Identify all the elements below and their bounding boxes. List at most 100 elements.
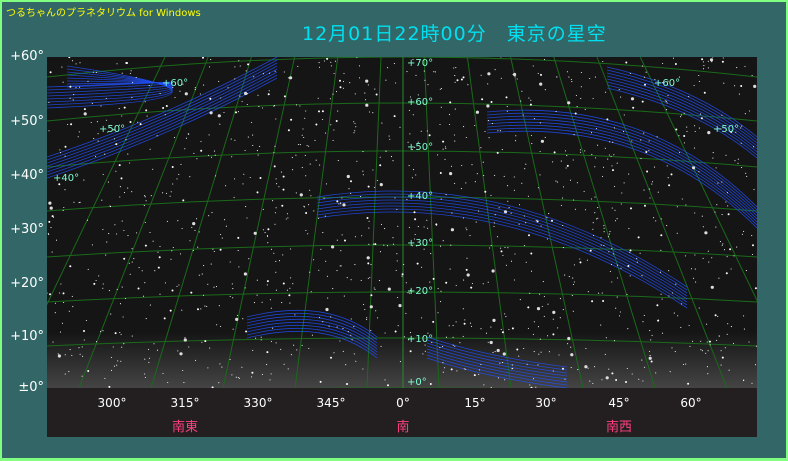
star [411,177,413,179]
star [214,154,216,156]
star [157,266,160,269]
star [327,297,329,299]
star [198,231,200,233]
star [51,215,54,218]
star [623,131,625,133]
star [615,307,617,309]
star [287,129,290,132]
star [261,373,263,375]
star [562,224,564,227]
star [533,351,535,353]
star [702,68,705,70]
star [502,254,504,256]
star [310,291,312,293]
star [68,57,71,59]
star [309,271,311,273]
star [305,229,307,232]
star [196,158,198,160]
star [162,107,165,109]
star [318,269,320,271]
star [467,84,469,86]
star [209,347,211,349]
star [221,366,223,368]
star [234,66,236,68]
star [623,114,625,116]
star [636,261,638,263]
star [62,292,65,295]
star [130,70,132,72]
star [116,364,118,366]
star [616,296,618,298]
star [440,290,442,292]
star [287,217,289,219]
star [121,220,123,222]
star [270,307,272,309]
star [525,261,527,263]
star [133,258,135,260]
star [107,131,109,133]
star [275,178,277,180]
star [649,355,651,357]
star [454,81,456,83]
star [694,212,696,214]
star [702,257,704,259]
star [364,92,366,94]
constellation-line [246,324,378,353]
star [594,196,596,198]
star [523,244,525,247]
sky-view[interactable]: +70° +60° +50° +40° +30° +20° +10° +0° +… [47,57,757,388]
constellation-line [316,193,688,291]
star [523,215,525,217]
star [463,368,465,370]
star [98,275,100,277]
star [674,351,676,353]
star [692,166,696,170]
star [452,336,454,338]
star [273,165,276,168]
star [695,281,697,283]
star [296,349,298,351]
star [421,317,423,319]
star [620,96,622,98]
star [751,74,753,76]
star [267,242,269,244]
star [718,277,720,279]
star [436,224,438,226]
star [501,331,504,334]
star [411,149,413,151]
star [631,373,633,375]
star [247,136,249,138]
star [102,228,104,231]
star [666,165,668,167]
star [93,138,95,140]
star [116,288,118,291]
star [108,290,110,292]
star [474,181,476,183]
star [332,93,334,95]
star [609,270,611,272]
star [184,92,188,96]
star [131,97,133,99]
star [533,321,535,323]
star [95,341,98,343]
star [507,247,509,249]
star [539,82,543,86]
star [64,189,66,191]
constellation-line [606,78,757,150]
star [123,229,125,232]
star [105,119,107,121]
star [163,317,166,320]
star [242,183,244,185]
star [662,82,664,84]
star [649,197,651,199]
star [680,114,682,116]
star [365,79,369,83]
star [482,161,484,163]
star [162,372,164,375]
star [397,225,399,227]
star [608,233,610,235]
star [614,220,617,222]
star [69,265,72,268]
star [454,345,456,347]
star [343,72,345,75]
